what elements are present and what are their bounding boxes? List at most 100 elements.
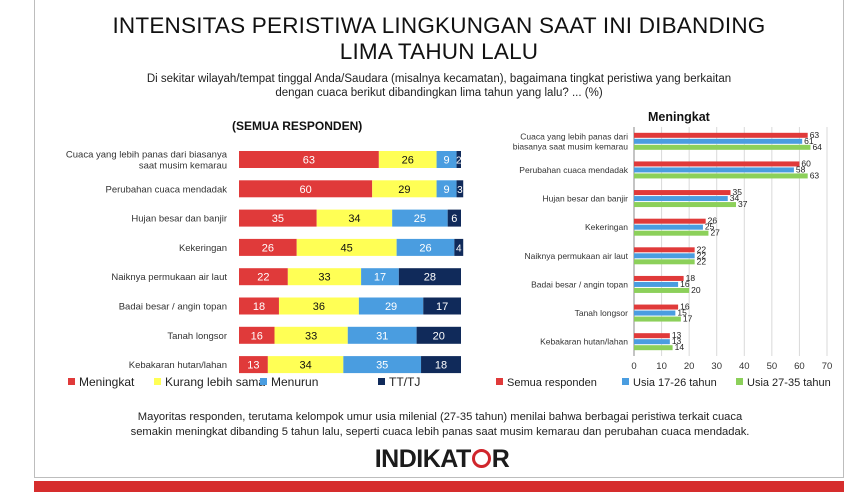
bar bbox=[634, 259, 695, 265]
bar bbox=[634, 275, 684, 281]
data-label: 35 bbox=[376, 360, 388, 372]
bar-segment bbox=[358, 297, 424, 315]
data-label: 60 bbox=[299, 184, 311, 196]
category-label: Naiknya permukaan air laut bbox=[111, 272, 227, 283]
bar-segment bbox=[239, 209, 317, 227]
bar-segment bbox=[274, 326, 348, 344]
data-label: 4 bbox=[456, 243, 462, 254]
bar-segment bbox=[361, 268, 399, 286]
page-title-line2: LIMA TAHUN LALU bbox=[339, 39, 539, 64]
bar-segment bbox=[421, 356, 461, 374]
bar bbox=[634, 247, 695, 253]
legend-swatch bbox=[378, 378, 385, 385]
data-label: 18 bbox=[435, 360, 447, 372]
legend-label: TT/TJ bbox=[389, 375, 420, 389]
right-chart-title: Meningkat bbox=[648, 110, 710, 124]
footer-red-bar bbox=[34, 481, 844, 492]
bar bbox=[634, 287, 690, 293]
bar bbox=[634, 333, 670, 339]
bar bbox=[634, 218, 706, 224]
bar bbox=[634, 253, 695, 259]
legend-label: Usia 17-26 tahun bbox=[633, 377, 717, 389]
data-label: 22 bbox=[257, 272, 269, 284]
bar-segment bbox=[267, 356, 344, 374]
data-label: 9 bbox=[444, 155, 450, 167]
data-label: 26 bbox=[419, 242, 431, 254]
x-tick-label: 0 bbox=[631, 361, 636, 372]
category-label: Badai besar / angin topan bbox=[119, 302, 227, 313]
data-label: 36 bbox=[313, 301, 325, 313]
bar-segment bbox=[456, 151, 461, 168]
legend-swatch bbox=[154, 378, 161, 385]
data-label: 26 bbox=[402, 155, 414, 167]
x-tick-label: 20 bbox=[684, 361, 695, 372]
bar bbox=[634, 167, 794, 173]
data-label: 18 bbox=[253, 301, 265, 313]
x-tick-label: 60 bbox=[794, 361, 805, 372]
bar bbox=[634, 304, 679, 310]
category-label: saat musim kemarau bbox=[139, 161, 227, 172]
legend-swatch bbox=[496, 378, 503, 385]
category-label: Kebakaran hutan/lahan bbox=[129, 360, 227, 371]
data-label: 16 bbox=[680, 279, 690, 289]
data-label: 31 bbox=[376, 330, 388, 342]
bar-segment bbox=[423, 297, 461, 315]
category-label: Cuaca yang lebih panas dari biasanya bbox=[66, 150, 228, 161]
data-label: 63 bbox=[303, 155, 315, 167]
data-label: 6 bbox=[451, 213, 457, 225]
bar bbox=[634, 190, 731, 196]
bar-segment bbox=[392, 209, 448, 227]
data-label: 34 bbox=[299, 360, 311, 372]
bar-segment bbox=[239, 238, 297, 256]
bar-segment bbox=[454, 238, 464, 256]
bar-segment bbox=[278, 297, 359, 315]
data-label: 22 bbox=[697, 256, 707, 266]
category-label: Tanah longsor bbox=[575, 308, 629, 318]
bar-segment bbox=[239, 268, 288, 286]
data-label: 22 bbox=[697, 244, 707, 254]
bar bbox=[634, 230, 709, 236]
bar-segment bbox=[316, 209, 393, 227]
bar bbox=[634, 224, 703, 230]
data-label: 45 bbox=[341, 242, 353, 254]
logo-ring-icon bbox=[471, 449, 491, 468]
category-label: Perubahan cuaca mendadak bbox=[519, 165, 628, 175]
data-label: 13 bbox=[247, 360, 259, 372]
legend-label: Meningkat bbox=[79, 375, 135, 389]
category-label: Kekeringan bbox=[585, 222, 628, 232]
indikator-logo: INDIKAT R bbox=[374, 445, 510, 473]
data-label: 35 bbox=[733, 187, 743, 197]
data-label: 63 bbox=[810, 170, 820, 180]
x-tick-label: 70 bbox=[822, 361, 833, 372]
data-label: 3 bbox=[457, 185, 463, 196]
data-label: 20 bbox=[691, 285, 701, 295]
category-label: Hujan besar dan banjir bbox=[131, 214, 227, 225]
data-label: 58 bbox=[796, 164, 806, 174]
data-label: 60 bbox=[801, 158, 811, 168]
legend-swatch bbox=[68, 378, 75, 385]
legend-swatch bbox=[736, 378, 743, 385]
bar-segment bbox=[239, 180, 373, 198]
category-label: Badai besar / angin topan bbox=[531, 279, 628, 289]
data-label: 13 bbox=[672, 336, 682, 346]
data-label: 9 bbox=[444, 184, 450, 196]
category-label: Hujan besar dan banjir bbox=[542, 194, 628, 204]
question-line2: dengan cuaca berikut dibandingkan lima t… bbox=[275, 87, 603, 99]
category-label: Kekeringan bbox=[179, 243, 227, 254]
bar bbox=[634, 132, 808, 138]
data-label: 16 bbox=[680, 302, 690, 312]
x-tick-label: 10 bbox=[656, 361, 667, 372]
bar-segment bbox=[372, 180, 437, 198]
bar-segment bbox=[378, 151, 437, 168]
data-label: 61 bbox=[804, 136, 814, 146]
bar bbox=[634, 202, 737, 208]
bar-segment bbox=[436, 151, 457, 168]
bar bbox=[634, 339, 670, 345]
category-label: Tanah longsor bbox=[167, 331, 227, 342]
grouped-bar-chart: 0 10 20 30 40 50 60 70 Cuaca yang lebih panas da… bbox=[496, 127, 833, 389]
bar bbox=[634, 173, 808, 179]
bar-segment bbox=[396, 238, 455, 256]
stacked-bar-chart: Cuaca yang lebih panas dari biasanyasaat… bbox=[66, 150, 464, 389]
category-label: Cuaca yang lebih panas dari bbox=[520, 131, 628, 141]
legend-label: Menurun bbox=[271, 375, 318, 389]
